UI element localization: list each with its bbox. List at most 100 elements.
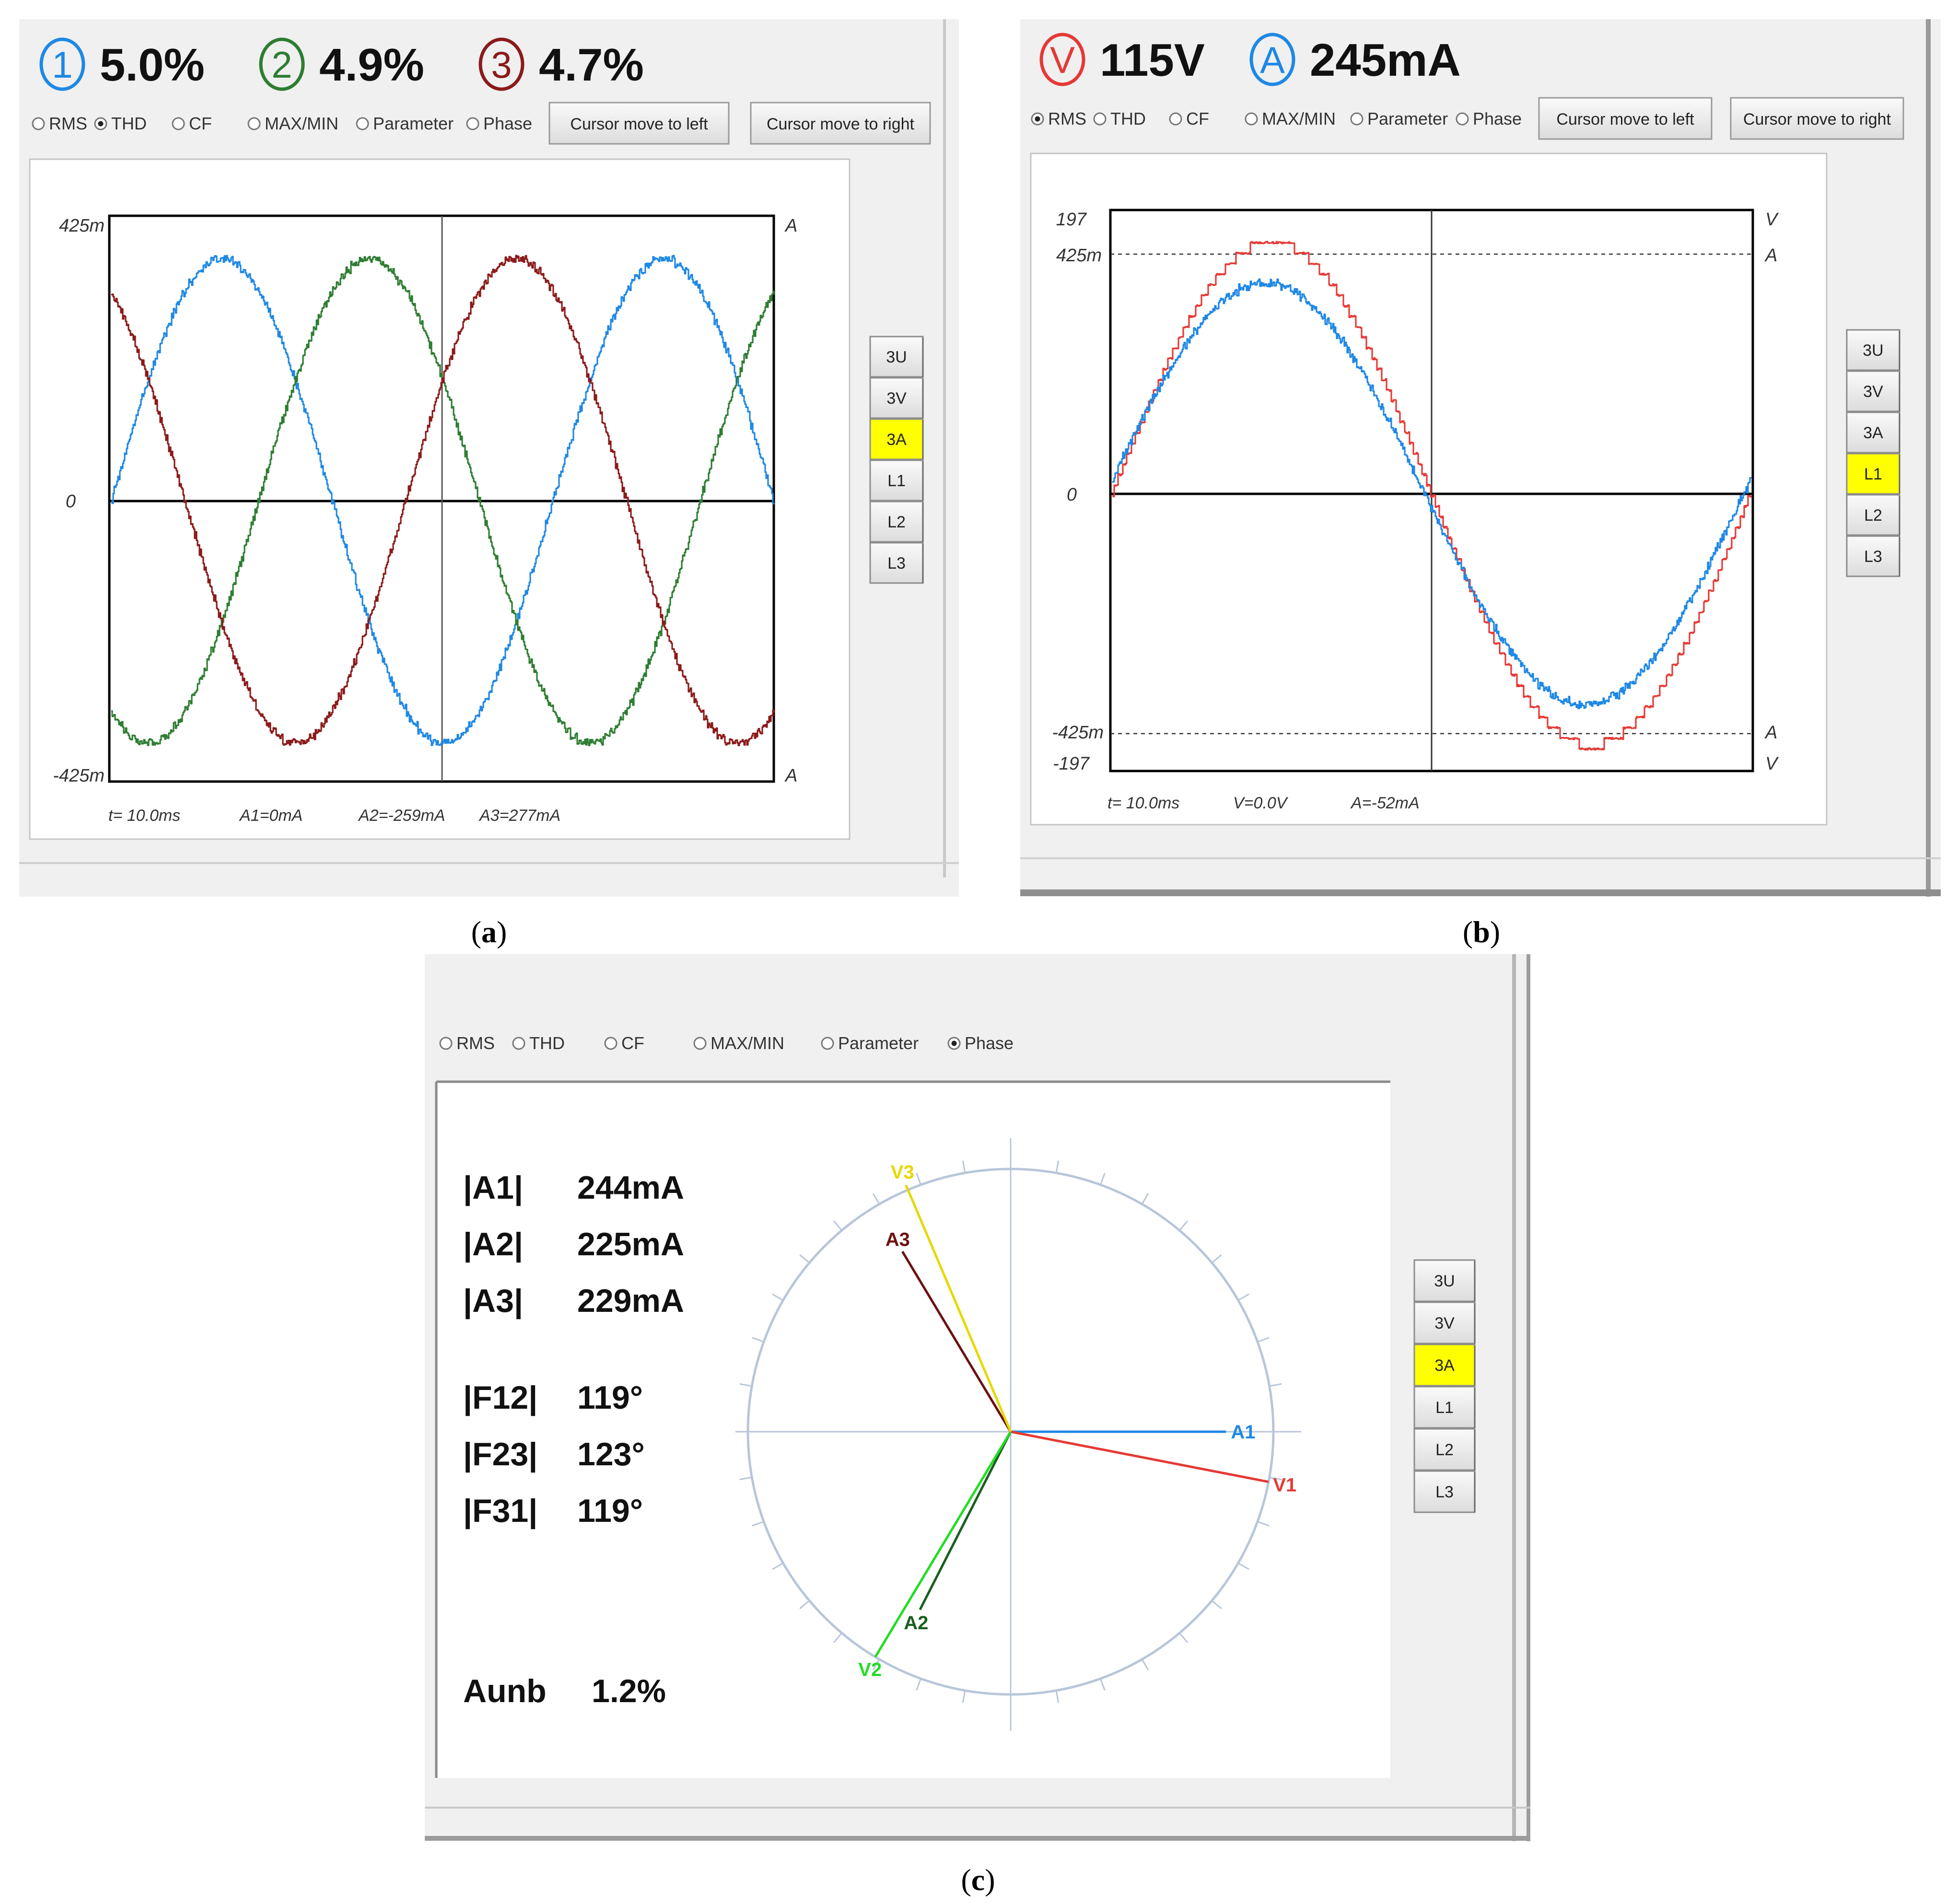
- side-button-3v[interactable]: 3V: [1846, 370, 1900, 412]
- mode-radio-maxmin[interactable]: MAX/MIN: [693, 1033, 784, 1053]
- side-button-l1[interactable]: L1: [1846, 453, 1900, 495]
- circled-symbol-icon: [39, 37, 85, 91]
- cursor-right-button[interactable]: Cursor move to right: [750, 102, 931, 145]
- side-button-l2[interactable]: L2: [1846, 494, 1900, 536]
- readout-a3: A3=277mA: [478, 806, 560, 825]
- axis-unit-top: A: [784, 216, 797, 236]
- mode-radio-phase[interactable]: Phase: [466, 114, 532, 133]
- side-button-3u[interactable]: 3U: [1413, 1259, 1476, 1302]
- cursor-left-button[interactable]: Cursor move to left: [548, 102, 730, 145]
- unbalance-value: 1.2%: [592, 1673, 666, 1709]
- side-button-l2[interactable]: L2: [869, 501, 924, 543]
- panel-a-modes: RMS THD CF MAX/MIN Parameter Phase: [32, 114, 532, 133]
- headline-item-0: V 115V: [1039, 33, 1205, 86]
- radio-circle-icon[interactable]: [1169, 112, 1182, 126]
- side-button-3a[interactable]: 3A: [1413, 1343, 1476, 1387]
- radio-circle-icon[interactable]: [1350, 112, 1364, 126]
- radio-circle-icon[interactable]: [821, 1037, 834, 1050]
- mode-radio-parameter[interactable]: Parameter: [821, 1033, 919, 1053]
- side-button-3v[interactable]: 3V: [869, 377, 924, 419]
- side-button-label: L3: [887, 554, 906, 572]
- side-button-3u[interactable]: 3U: [1846, 329, 1900, 371]
- headline-value: 115V: [1100, 35, 1205, 86]
- current-line: [1112, 278, 1752, 710]
- side-button-l1[interactable]: L1: [1413, 1386, 1476, 1429]
- radio-circle-icon[interactable]: [1093, 112, 1107, 126]
- phasor-label-v1: V1: [1273, 1474, 1296, 1495]
- headline-item-0: 1 5.0%: [39, 37, 205, 91]
- phasor-v1: [1010, 1430, 1269, 1483]
- radio-circle-icon[interactable]: [172, 117, 185, 130]
- side-button-l3[interactable]: L3: [1846, 535, 1900, 577]
- radio-circle-icon[interactable]: [439, 1037, 453, 1050]
- side-button-l3[interactable]: L3: [1413, 1470, 1476, 1513]
- axis-top-label: 425m: [59, 216, 105, 236]
- side-button-3a[interactable]: 3A: [1846, 411, 1900, 454]
- mode-radio-cf[interactable]: CF: [604, 1033, 644, 1053]
- cursor-right-button[interactable]: Cursor move to right: [1730, 97, 1904, 140]
- phasor-tick: [1269, 1476, 1282, 1481]
- side-button-label: L2: [887, 513, 906, 531]
- radio-circle-icon[interactable]: [693, 1037, 707, 1050]
- phasor-tick: [752, 1337, 764, 1343]
- mode-label: Phase: [965, 1033, 1014, 1053]
- side-button-label: L1: [1435, 1399, 1454, 1417]
- mode-radio-cf[interactable]: CF: [1169, 109, 1209, 128]
- radio-circle-icon[interactable]: [1245, 112, 1258, 126]
- mode-radio-cf[interactable]: CF: [172, 114, 212, 133]
- side-button-3a[interactable]: 3A: [869, 418, 924, 460]
- mode-radio-parameter[interactable]: Parameter: [356, 114, 454, 133]
- phasor-tick: [1179, 1632, 1189, 1643]
- phasor-tick: [1055, 1690, 1060, 1703]
- mode-radio-maxmin[interactable]: MAX/MIN: [1245, 109, 1336, 128]
- mode-radio-thd[interactable]: THD: [94, 114, 147, 133]
- mode-radio-phase[interactable]: Phase: [947, 1033, 1014, 1053]
- side-button-label: 3V: [1434, 1314, 1455, 1332]
- mode-radio-phase[interactable]: Phase: [1456, 109, 1522, 128]
- magnitude-0-value: 244mA: [577, 1169, 684, 1206]
- mode-radio-rms[interactable]: RMS: [1031, 109, 1086, 128]
- side-button-label: L3: [1435, 1483, 1454, 1501]
- radio-circle-icon[interactable]: [356, 117, 369, 130]
- radio-circle-icon[interactable]: [32, 117, 45, 130]
- mode-radio-thd[interactable]: THD: [512, 1033, 565, 1053]
- phasor-tick: [916, 1678, 921, 1691]
- mode-radio-rms[interactable]: RMS: [439, 1033, 495, 1053]
- radio-circle-icon[interactable]: [1456, 112, 1469, 126]
- angle-2-label: |F31|: [463, 1493, 537, 1530]
- mode-radio-maxmin[interactable]: MAX/MIN: [247, 114, 338, 133]
- readout-a: A=-52mA: [1350, 794, 1420, 812]
- cursor-left-label: Cursor move to left: [570, 115, 708, 133]
- panel-b-headline: V 115V A 245mA: [1039, 33, 1461, 86]
- headline-value: 5.0%: [100, 39, 205, 91]
- mode-radio-parameter[interactable]: Parameter: [1350, 109, 1448, 128]
- side-button-label: L1: [887, 472, 906, 490]
- radio-circle-icon[interactable]: [247, 117, 261, 130]
- side-button-l1[interactable]: L1: [869, 459, 924, 502]
- angle-0: |F12| 119°: [463, 1379, 643, 1416]
- side-button-label: 3A: [886, 431, 907, 449]
- cursor-left-button[interactable]: Cursor move to left: [1538, 97, 1713, 140]
- mode-label: MAX/MIN: [1262, 109, 1336, 128]
- mode-radio-thd[interactable]: THD: [1093, 109, 1146, 128]
- circled-symbol-text: A: [1260, 39, 1285, 81]
- axis-zero-label: 0: [66, 491, 76, 512]
- side-button-l3[interactable]: L3: [869, 542, 924, 584]
- side-button-3u[interactable]: 3U: [869, 336, 924, 378]
- mode-label: MAX/MIN: [265, 114, 338, 133]
- radio-circle-icon[interactable]: [604, 1037, 618, 1050]
- phasor-tick: [1257, 1521, 1270, 1527]
- headline-item-1: 2 4.9%: [259, 37, 424, 91]
- axis-unit-a-top: A: [1764, 245, 1777, 266]
- side-button-3v[interactable]: 3V: [1413, 1301, 1476, 1344]
- mode-radio-rms[interactable]: RMS: [32, 114, 87, 133]
- radio-circle-icon[interactable]: [466, 117, 479, 130]
- angle-0-label: |F12|: [463, 1379, 537, 1416]
- panel-c-plot-area: [435, 1080, 1390, 1778]
- phasor-label-a3: A3: [886, 1229, 910, 1250]
- panel-c-values: |A1| 244mA |A2| 225mA |A3| 229mA |F12| 119° |F23…: [463, 1169, 684, 1709]
- mode-label: THD: [111, 114, 147, 133]
- side-button-l2[interactable]: L2: [1413, 1428, 1476, 1471]
- radio-circle-icon[interactable]: [512, 1037, 525, 1050]
- magnitude-1: |A2| 225mA: [463, 1226, 684, 1263]
